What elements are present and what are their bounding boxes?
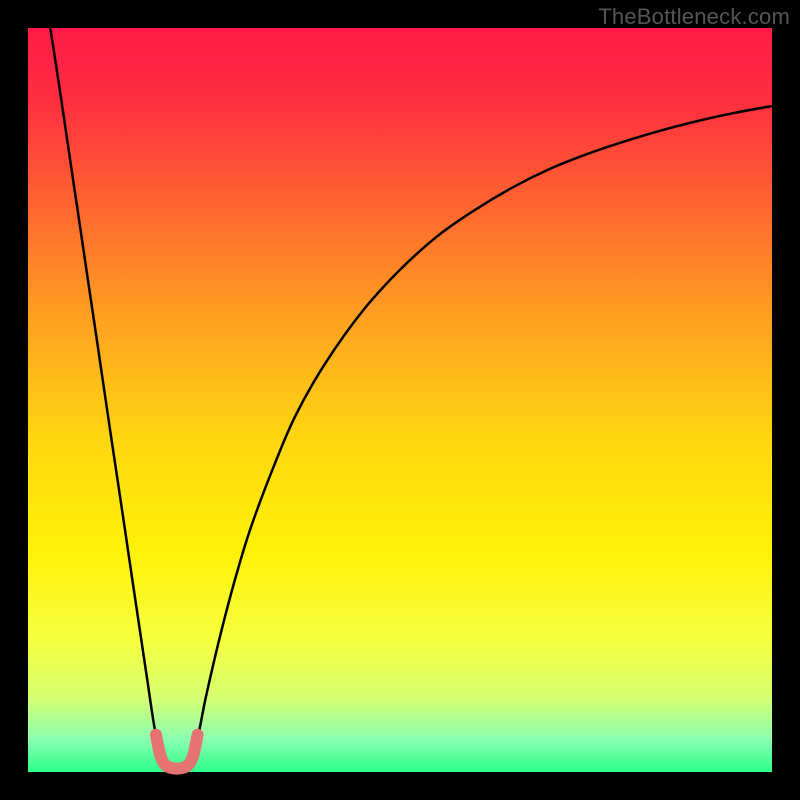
bottleneck-chart — [0, 0, 800, 800]
watermark-text: TheBottleneck.com — [598, 4, 790, 30]
gradient-background — [28, 28, 772, 772]
chart-container: TheBottleneck.com — [0, 0, 800, 800]
